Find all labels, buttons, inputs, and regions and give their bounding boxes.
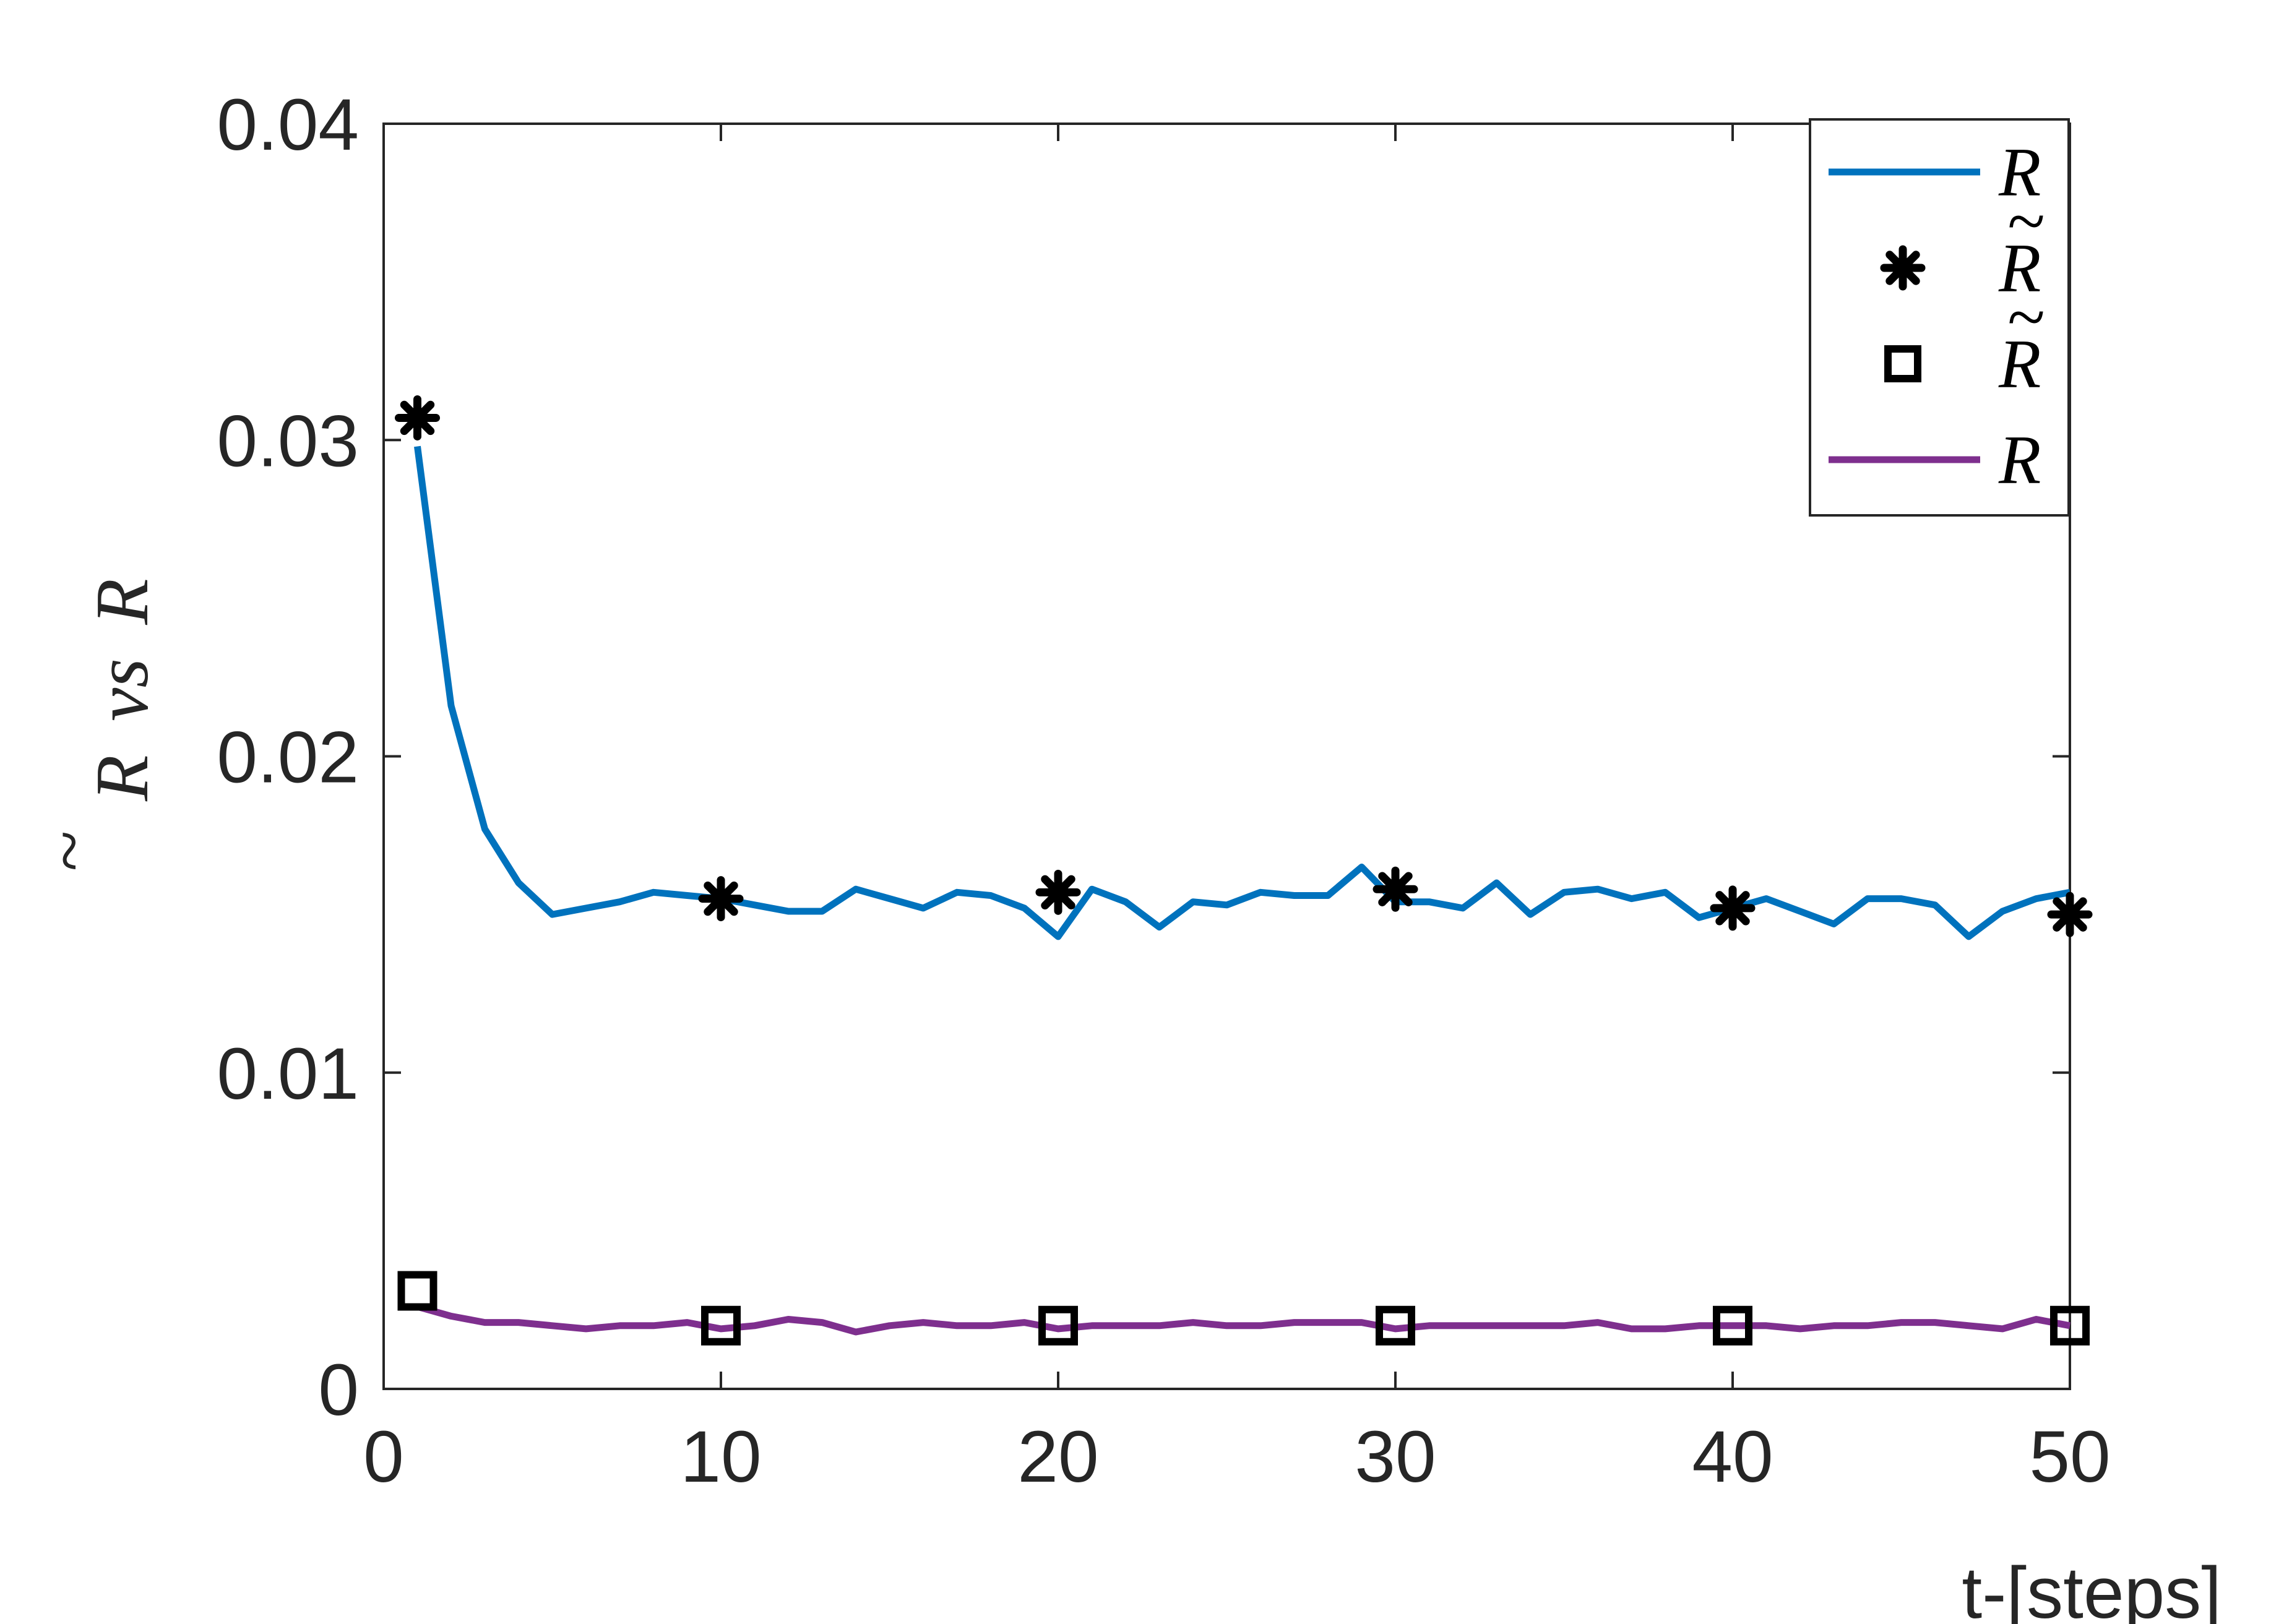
legend-label: R — [1998, 326, 2041, 403]
legend-label: R — [1998, 134, 2041, 211]
square-marker — [397, 1271, 437, 1311]
series-line-3 — [416, 1303, 2071, 1336]
asterisk-marker — [2047, 891, 2093, 937]
square-marker — [1376, 1305, 1415, 1346]
series-layer — [414, 445, 2071, 1336]
asterisk-marker — [395, 395, 440, 440]
legend-square-swatch — [1884, 345, 1921, 382]
asterisk-marker — [1373, 866, 1418, 912]
y-axis-title-r: R — [80, 578, 164, 625]
legend-entry-1: ~R — [1880, 183, 2045, 307]
x-tick-label: 0 — [363, 1416, 404, 1498]
series-line-0 — [414, 445, 2071, 940]
square-marker — [2050, 1305, 2090, 1346]
y-axis-title-vs: vs — [80, 658, 164, 721]
legend-entry-2: ~R — [1884, 279, 2045, 403]
legend-entry-3: R — [1829, 422, 2041, 499]
square-marker — [1038, 1305, 1078, 1346]
square-marker — [701, 1305, 741, 1346]
x-tick-label: 10 — [680, 1416, 761, 1498]
y-tick-label: 0.02 — [217, 717, 359, 799]
x-tick-label: 20 — [1017, 1416, 1098, 1498]
x-tick-label: 40 — [1692, 1416, 1773, 1498]
y-tick-label: 0 — [318, 1349, 359, 1431]
y-axis-title-r-tilde: R — [80, 755, 164, 802]
y-axis-title-tilde: ~ — [27, 831, 111, 872]
legend-tilde: ~ — [2007, 183, 2045, 260]
y-axis-title: R vs R — [80, 578, 164, 802]
legend-tilde: ~ — [2007, 279, 2045, 356]
legend-label: R — [1998, 230, 2041, 307]
asterisk-marker — [698, 876, 744, 922]
legend-entry-0: R — [1829, 134, 2041, 211]
x-axis-title: t-[steps] — [1962, 1552, 2221, 1624]
markers-layer — [395, 395, 2093, 1346]
legend-box — [1809, 118, 2070, 517]
y-tick-label: 0.01 — [217, 1033, 359, 1115]
x-tick-label: 50 — [2029, 1416, 2110, 1498]
y-axis-title-tilde-glyph: ~ — [27, 831, 111, 872]
legend-label: R — [1998, 422, 2041, 499]
svg-text:R vs R: R vs R — [80, 578, 164, 802]
y-tick-label: 0.03 — [217, 400, 359, 482]
asterisk-marker — [1035, 869, 1081, 915]
legend-asterisk-swatch — [1880, 245, 1926, 291]
y-tick-label: 0.04 — [217, 84, 359, 166]
x-tick-label: 30 — [1355, 1416, 1436, 1498]
asterisk-marker — [1710, 885, 1756, 931]
square-marker — [1713, 1305, 1752, 1346]
axis-ticks: 0 10 20 30 40 50 0 0.01 0.02 0.03 0.04 — [217, 84, 2110, 1498]
legend: R~R~RR — [1809, 118, 2070, 517]
